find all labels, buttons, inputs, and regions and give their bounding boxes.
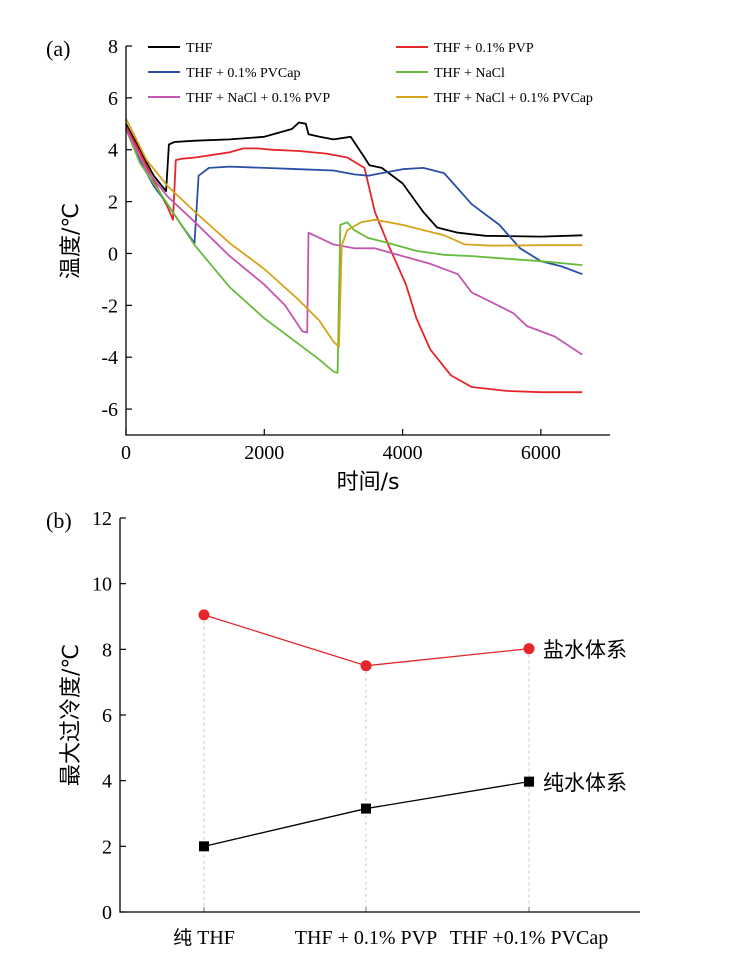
x-tick-label: 0 — [121, 442, 131, 464]
y-tick-label: 12 — [92, 508, 112, 530]
legend-label: THF + 0.1% PVP — [434, 41, 534, 56]
x-tick-label: 2000 — [244, 442, 284, 464]
series-label-saltwater: 盐水体系 — [543, 638, 627, 662]
legend-label: THF + NaCl — [434, 66, 505, 81]
panel-a-x-label: 时间/s — [337, 470, 400, 495]
panel-b-series — [198, 609, 535, 852]
panel-a-y-label: 温度/℃ — [59, 203, 84, 279]
x-tick-label: 6000 — [521, 442, 561, 464]
y-tick-label: 2 — [102, 836, 112, 858]
panel-a-y-ticks: 8 6 4 2 0 -2 -4 -6 — [101, 36, 132, 421]
x-tick-label: THF + 0.1% PVP — [295, 927, 437, 949]
x-tick-label: THF +0.1% PVCap — [450, 927, 609, 949]
data-point-circle — [360, 660, 372, 672]
y-tick-label: 2 — [108, 192, 118, 214]
panel-a-axes — [125, 46, 610, 436]
y-tick-label: 6 — [102, 705, 112, 727]
legend-entry-thf: THF — [148, 41, 213, 56]
legend-label: THF + NaCl + 0.1% PVCap — [434, 91, 593, 106]
x-tick-label: 4000 — [383, 442, 423, 464]
legend-entry-thf-nacl: THF + NaCl — [396, 66, 505, 81]
y-tick-label: 6 — [108, 88, 118, 110]
series-line-0 — [125, 121, 583, 238]
y-tick-label: 4 — [108, 140, 118, 162]
y-tick-label: 0 — [102, 902, 112, 924]
panel-b: (b) 0 2 4 6 8 10 12 纯 THF THF + 0.1% PVP THF +0.… — [46, 508, 640, 949]
y-tick-label: 8 — [108, 36, 118, 58]
data-point-square — [199, 841, 209, 852]
data-point-square — [361, 803, 371, 814]
panel-a-legend: THF THF + 0.1% PVP THF + 0.1% PVCap THF … — [148, 41, 593, 106]
panel-b-grid — [203, 614, 530, 912]
legend-entry-thf-pvcap: THF + 0.1% PVCap — [148, 66, 300, 81]
legend-entry-thf-nacl-pvp: THF + NaCl + 0.1% PVP — [148, 91, 330, 106]
panel-b-y-ticks: 0 2 4 6 8 10 12 — [92, 508, 126, 924]
data-point-circle — [198, 609, 210, 621]
y-tick-label: 10 — [92, 574, 112, 596]
data-point-square — [524, 776, 534, 787]
panel-a-x-ticks: 0 2000 4000 6000 — [121, 429, 561, 464]
y-tick-label: -6 — [101, 399, 118, 421]
series-line-2 — [125, 128, 583, 276]
series-line-4 — [125, 128, 583, 356]
series-line-1 — [125, 125, 583, 394]
legend-entry-thf-pvp: THF + 0.1% PVP — [396, 41, 534, 56]
series-line-0 — [203, 614, 530, 667]
legend-label: THF + NaCl + 0.1% PVP — [186, 91, 330, 106]
series-line-5 — [125, 118, 583, 348]
series-line-3 — [125, 128, 583, 374]
panel-b-axes — [119, 518, 640, 913]
y-tick-label: -4 — [101, 347, 118, 369]
panel-b-y-label: 最大过冷度/℃ — [59, 644, 84, 786]
panel-b-label: (b) — [46, 508, 72, 533]
y-tick-label: 8 — [102, 639, 112, 661]
y-tick-label: -2 — [101, 295, 118, 317]
y-tick-label: 4 — [102, 771, 112, 793]
panel-b-x-ticks: 纯 THF THF + 0.1% PVP THF +0.1% PVCap — [173, 907, 608, 949]
legend-label: THF — [186, 41, 213, 56]
legend-entry-thf-nacl-pvcap: THF + NaCl + 0.1% PVCap — [396, 91, 593, 106]
legend-label: THF + 0.1% PVCap — [186, 66, 300, 81]
panel-a-series — [125, 118, 583, 394]
x-tick-label: 纯 THF — [173, 927, 235, 949]
panel-a-label: (a) — [46, 36, 70, 61]
series-label-purewater: 纯水体系 — [543, 771, 627, 795]
y-tick-label: 0 — [108, 243, 118, 265]
data-point-circle — [523, 643, 535, 655]
